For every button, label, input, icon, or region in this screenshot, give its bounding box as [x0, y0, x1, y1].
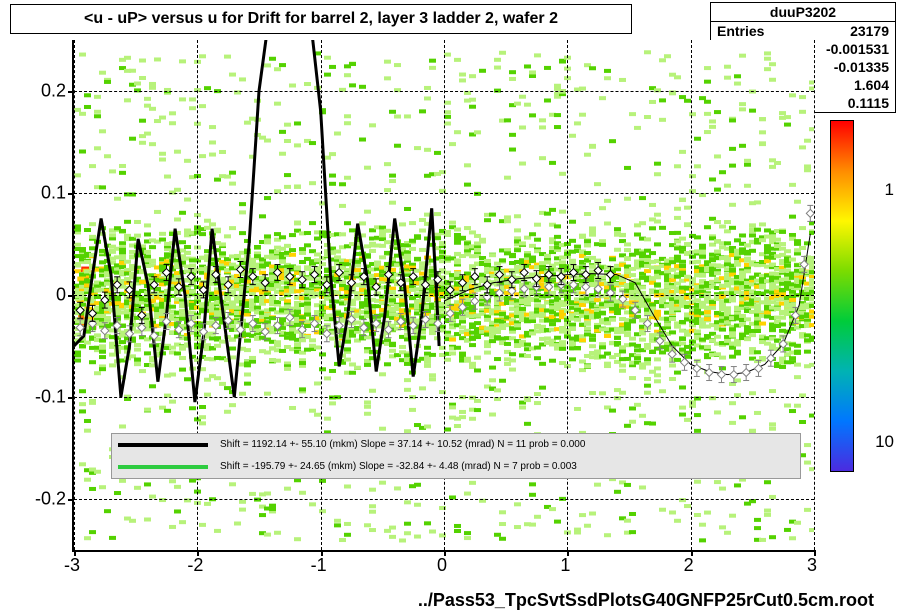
- x-tick-label: 1: [560, 555, 570, 576]
- stats-value: 0.1115: [848, 94, 889, 112]
- y-tick-label: 0.2: [6, 81, 66, 102]
- stats-value: -0.01335: [834, 58, 889, 76]
- grid-h: [74, 91, 814, 92]
- y-tick: [68, 193, 74, 195]
- x-tick-label: -1: [311, 555, 327, 576]
- stats-name: duuP3202: [711, 3, 895, 22]
- x-tick-label: -3: [64, 555, 80, 576]
- file-path-label: ../Pass53_TpcSvtSsdPlotsG40GNFP25rCut0.5…: [418, 590, 874, 611]
- y-tick: [68, 499, 74, 501]
- stats-label: Entries: [717, 22, 764, 40]
- x-tick-label: 3: [807, 555, 817, 576]
- grid-v: [814, 40, 815, 550]
- grid-h: [74, 499, 814, 500]
- y-tick: [68, 397, 74, 399]
- grid-h: [74, 295, 814, 296]
- stats-value: 23179: [850, 22, 889, 40]
- y-tick-label: 0: [6, 285, 66, 306]
- legend-text: Shift = -195.79 +- 24.65 (mkm) Slope = -…: [220, 461, 577, 472]
- y-tick-label: 0.1: [6, 183, 66, 204]
- y-tick-label: -0.1: [6, 387, 66, 408]
- x-tick-label: 2: [684, 555, 694, 576]
- y-tick-label: -0.2: [6, 489, 66, 510]
- grid-h: [74, 397, 814, 398]
- legend-swatch: [118, 443, 208, 447]
- legend-box: Shift = 1192.14 +- 55.10 (mkm) Slope = 3…: [111, 433, 801, 479]
- plot-area: Shift = 1192.14 +- 55.10 (mkm) Slope = 3…: [72, 40, 814, 552]
- colorbar: [830, 120, 854, 472]
- stats-value: -0.001531: [826, 40, 889, 58]
- colorbar-label: 1: [885, 180, 894, 200]
- plot-title: <u - uP> versus u for Drift for barrel 2…: [10, 4, 632, 34]
- colorbar-label: 10: [875, 432, 894, 452]
- y-tick: [68, 295, 74, 297]
- y-tick: [68, 91, 74, 93]
- grid-h: [74, 193, 814, 194]
- legend-swatch: [118, 465, 208, 469]
- legend-text: Shift = 1192.14 +- 55.10 (mkm) Slope = 3…: [220, 439, 585, 450]
- stats-row-entries: Entries 23179: [711, 22, 895, 40]
- x-tick-label: 0: [437, 555, 447, 576]
- stats-value: 1.604: [854, 76, 889, 94]
- x-tick-label: -2: [187, 555, 203, 576]
- legend-row: Shift = -195.79 +- 24.65 (mkm) Slope = -…: [112, 456, 800, 478]
- legend-row: Shift = 1192.14 +- 55.10 (mkm) Slope = 3…: [112, 434, 800, 456]
- root-plot: <u - uP> versus u for Drift for barrel 2…: [0, 0, 914, 615]
